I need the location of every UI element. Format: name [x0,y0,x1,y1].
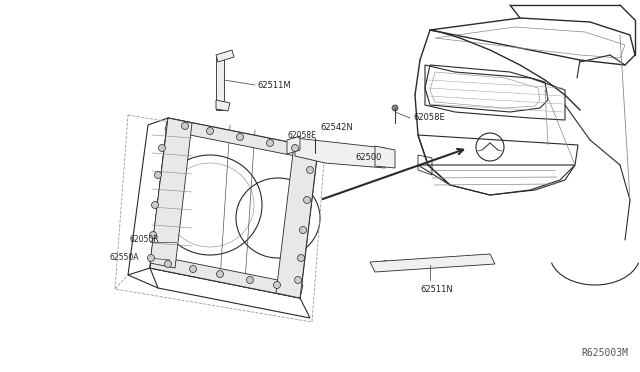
Circle shape [303,196,310,203]
Circle shape [154,171,161,179]
Polygon shape [216,100,230,111]
Polygon shape [216,50,234,62]
Circle shape [266,140,273,147]
Circle shape [311,149,319,157]
Polygon shape [295,138,385,168]
Polygon shape [287,136,300,154]
Circle shape [150,231,157,238]
Text: 62500: 62500 [355,154,381,163]
Circle shape [237,134,243,141]
Text: 62511N: 62511N [420,285,452,295]
Polygon shape [370,254,495,272]
Circle shape [300,227,307,234]
Polygon shape [375,146,395,168]
Text: 62511M: 62511M [257,80,291,90]
Circle shape [207,128,214,135]
Circle shape [307,167,314,173]
Text: 62050R: 62050R [130,235,159,244]
Circle shape [189,266,196,273]
Circle shape [152,202,159,208]
Circle shape [294,276,301,283]
Circle shape [159,144,166,151]
Circle shape [298,254,305,262]
Circle shape [216,270,223,278]
Polygon shape [165,118,318,160]
Circle shape [246,276,253,283]
Circle shape [182,122,189,129]
Circle shape [147,254,154,262]
Text: 62058E: 62058E [287,131,316,141]
Circle shape [291,144,298,151]
Circle shape [273,282,280,289]
Polygon shape [150,118,192,268]
Text: R625003M: R625003M [581,348,628,358]
Text: 62058E: 62058E [413,113,445,122]
Circle shape [164,260,172,267]
Polygon shape [276,145,318,298]
Polygon shape [150,255,303,298]
Text: 62542N: 62542N [320,124,353,132]
Circle shape [392,105,398,111]
Text: 62550A: 62550A [110,253,140,263]
Polygon shape [216,55,224,110]
